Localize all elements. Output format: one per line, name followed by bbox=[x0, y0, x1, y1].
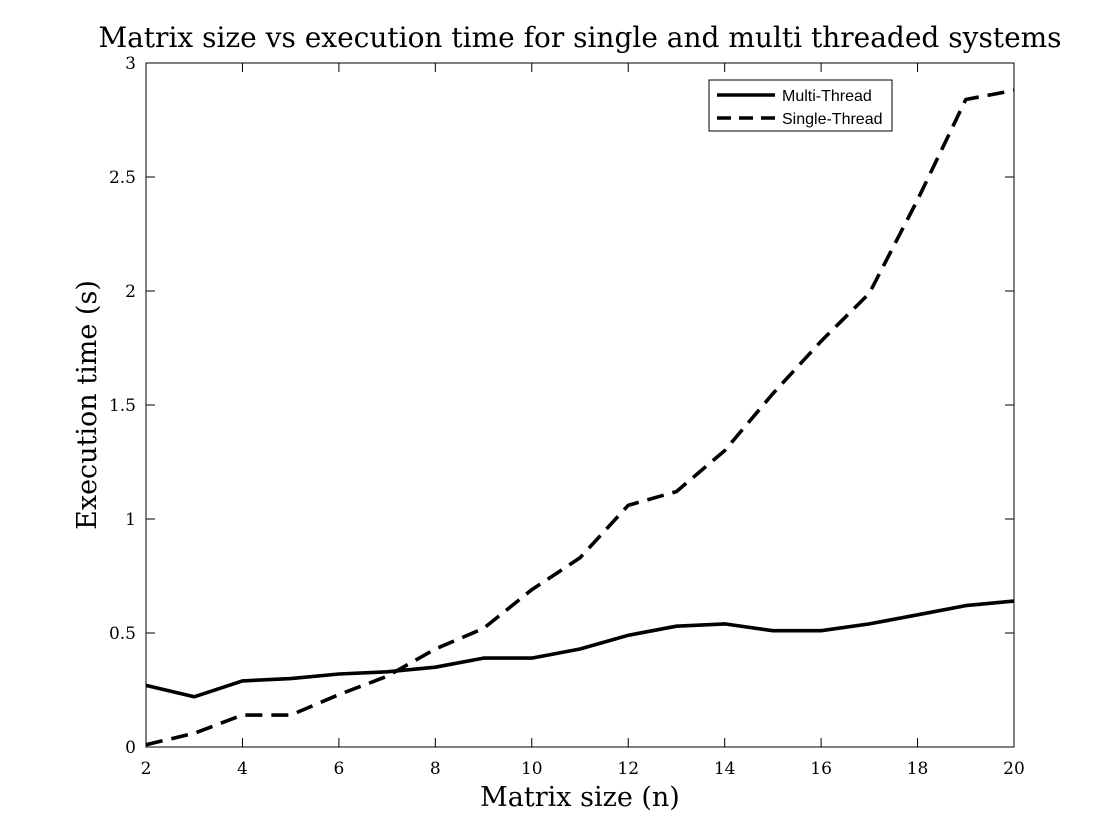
plot-frame bbox=[145, 62, 1015, 748]
y-tick-label: 0 bbox=[125, 738, 136, 758]
x-tick-label: 8 bbox=[430, 759, 441, 779]
legend: Multi-Thread Single-Thread bbox=[708, 79, 893, 132]
legend-label: Multi-Thread bbox=[782, 88, 872, 105]
y-tick-label: 2.5 bbox=[109, 168, 136, 188]
x-axis-label: Matrix size (n) bbox=[480, 782, 680, 813]
single-thread-line bbox=[145, 88, 1015, 747]
series-lines bbox=[145, 88, 1015, 747]
x-tick-label: 4 bbox=[237, 759, 248, 779]
x-tick-label: 12 bbox=[617, 759, 639, 779]
x-tick-label: 6 bbox=[333, 759, 344, 779]
x-tick-label: 18 bbox=[907, 759, 929, 779]
x-tick-label: 16 bbox=[810, 759, 832, 779]
x-tick-label: 20 bbox=[1003, 759, 1025, 779]
y-tick-label: 2 bbox=[125, 282, 136, 302]
chart-title: Matrix size vs execution time for single… bbox=[98, 21, 1061, 54]
y-tick-label: 1.5 bbox=[109, 396, 136, 416]
y-axis-label: Execution time (s) bbox=[72, 280, 103, 530]
y-tick-label: 1 bbox=[125, 510, 136, 530]
legend-label: Single-Thread bbox=[782, 111, 883, 128]
axes: 2 4 6 8 10 12 14 16 18 20 0 0.5 1 1.5 2 2.5 3 bbox=[109, 54, 1025, 779]
x-tick-label: 2 bbox=[141, 759, 152, 779]
x-tick-label: 10 bbox=[521, 759, 543, 779]
multi-thread-line bbox=[145, 599, 1015, 699]
x-tick-label: 14 bbox=[714, 759, 736, 779]
legend-box bbox=[708, 79, 893, 132]
y-tick-label: 0.5 bbox=[109, 624, 136, 644]
y-tick-label: 3 bbox=[125, 54, 136, 74]
